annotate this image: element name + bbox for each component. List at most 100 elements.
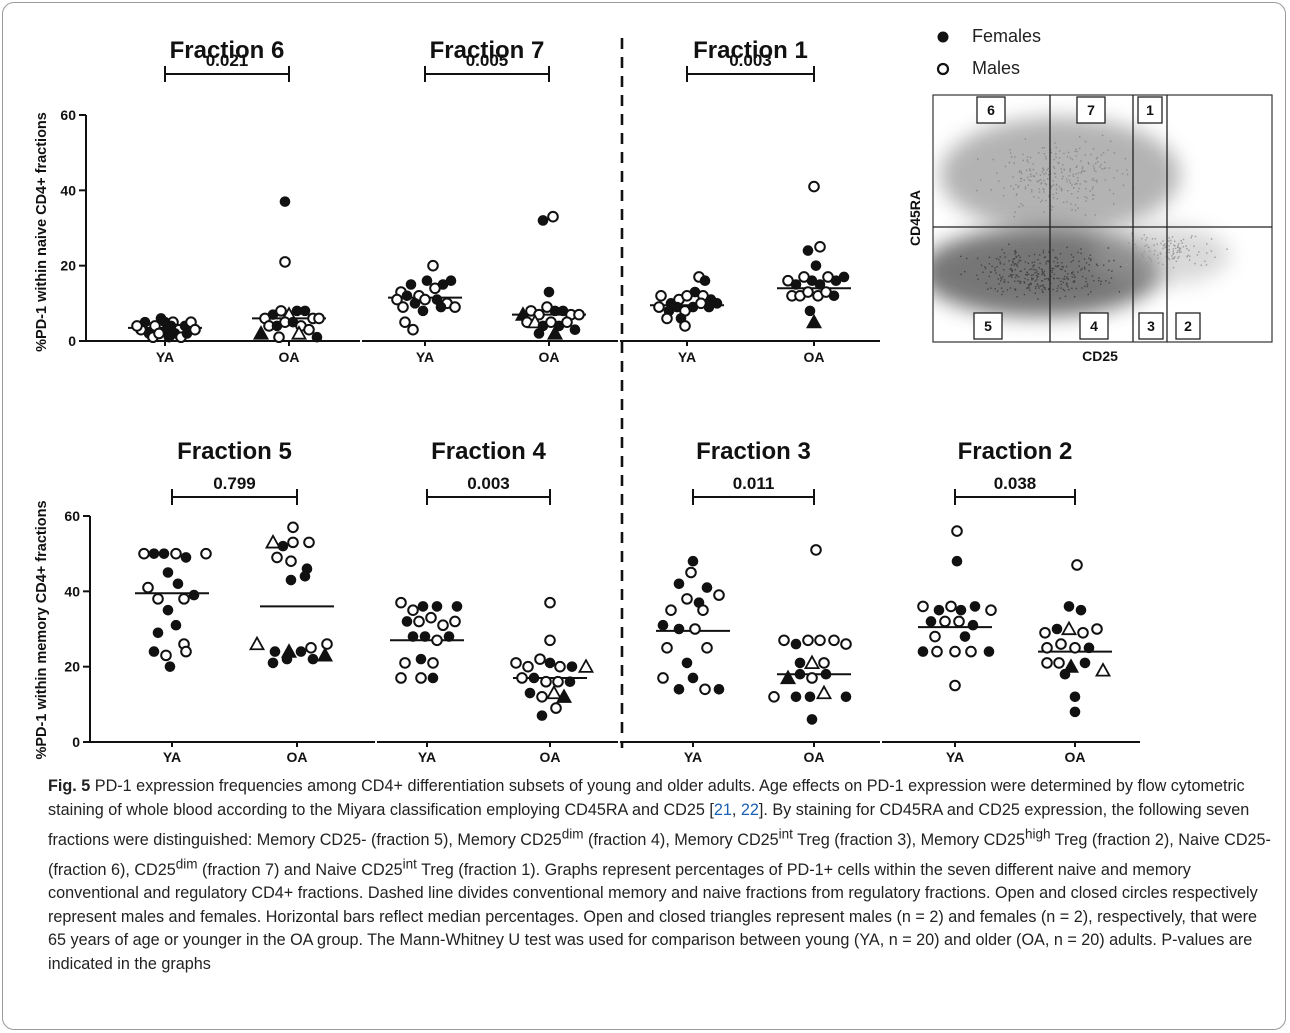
flow-event	[1012, 188, 1015, 190]
flow-density	[933, 117, 1230, 317]
flow-event	[987, 288, 989, 290]
flow-event	[1059, 150, 1061, 152]
flow-event	[1043, 211, 1045, 213]
flow-event	[1031, 277, 1033, 279]
legend-label-males: Males	[972, 58, 1020, 78]
flow-event	[1205, 264, 1208, 266]
flow-event	[1045, 183, 1048, 186]
female-point	[566, 661, 578, 672]
flow-event	[1113, 259, 1115, 262]
flow-event	[1054, 256, 1056, 259]
male-under65-triangle	[815, 684, 833, 700]
female-point	[1079, 657, 1091, 669]
flow-event	[1189, 255, 1191, 257]
flow-event	[1048, 288, 1050, 290]
gate-label-3: 3	[1147, 318, 1155, 334]
flow-event	[1051, 271, 1053, 273]
flow-event	[1168, 249, 1170, 251]
flow-event	[1031, 191, 1033, 193]
flow-event	[976, 189, 978, 192]
flow-event	[1014, 269, 1016, 271]
flow-event	[1020, 281, 1022, 283]
flow-event	[1014, 211, 1016, 213]
male-point	[1053, 657, 1065, 669]
flow-event	[1032, 163, 1034, 165]
female-point	[407, 631, 419, 642]
flow-event	[1010, 267, 1012, 270]
flow-event	[1018, 254, 1020, 257]
flow-event	[1062, 266, 1064, 268]
flow-event	[1126, 263, 1128, 265]
flow-event	[995, 272, 997, 274]
x-tick-label: YA	[684, 749, 702, 765]
flow-event	[1073, 274, 1075, 276]
flow-event	[1033, 196, 1035, 198]
flow-event	[1042, 188, 1044, 190]
flow-event	[1175, 247, 1177, 250]
flow-event	[1102, 152, 1105, 154]
flow-event	[1003, 269, 1005, 271]
flow-event	[1019, 280, 1021, 282]
flow-event	[1041, 269, 1043, 271]
x-tick-label: YA	[678, 349, 696, 365]
flow-event	[989, 271, 992, 273]
flow-event	[1172, 266, 1175, 269]
female-under65-triangle	[316, 647, 334, 662]
female-point	[790, 691, 802, 703]
flow-event	[1104, 179, 1106, 181]
flow-event	[1009, 268, 1011, 270]
male-point	[661, 642, 673, 654]
female-point	[295, 646, 307, 657]
flow-event	[1015, 263, 1017, 265]
flow-event	[1091, 188, 1094, 190]
male-under65-triangle	[264, 534, 282, 549]
flow-event	[1214, 256, 1216, 258]
p-value-label: 0.005	[466, 51, 509, 70]
group-title: Fraction 5	[177, 438, 292, 465]
flow-event	[1014, 280, 1016, 282]
female-point	[673, 578, 685, 590]
flow-event	[991, 265, 993, 267]
flow-event	[1052, 193, 1054, 196]
flow-event	[1060, 280, 1062, 283]
flow-event	[1034, 280, 1036, 282]
flow-event	[1154, 238, 1157, 240]
flow-event	[1089, 190, 1091, 192]
male-point	[279, 256, 291, 268]
flow-event	[990, 287, 992, 289]
female-point	[281, 653, 293, 665]
female-point	[828, 290, 840, 302]
flow-event	[1060, 283, 1062, 286]
male-point	[153, 327, 165, 340]
female-under65-triangle	[779, 669, 797, 685]
gate-label-7: 7	[1087, 102, 1095, 118]
female-point	[955, 604, 967, 616]
female-point	[657, 619, 669, 631]
flow-event	[992, 158, 994, 161]
flow-event	[1104, 167, 1107, 169]
flow-event	[1018, 259, 1020, 262]
flow-event	[1119, 266, 1122, 268]
flow-event	[1071, 272, 1073, 275]
flow-event	[1092, 198, 1094, 200]
female-point	[711, 298, 723, 309]
gate-box	[973, 312, 1003, 340]
flow-event	[1168, 245, 1170, 247]
female-point	[291, 305, 303, 317]
flow-event	[1094, 162, 1097, 165]
female-point	[405, 279, 417, 290]
flow-event	[1015, 276, 1017, 279]
flow-event	[1067, 190, 1069, 192]
flow-event	[994, 288, 996, 290]
flow-event	[1041, 270, 1044, 273]
flow-event	[1058, 265, 1060, 267]
female-point	[1083, 642, 1095, 654]
flow-event	[1053, 273, 1055, 276]
flow-event	[1151, 238, 1154, 240]
female-point	[806, 714, 818, 725]
legend-marker-males	[936, 62, 950, 76]
flow-event	[1080, 160, 1082, 162]
male-under65-triangle	[248, 635, 266, 651]
flow-event	[1081, 275, 1084, 278]
flow-event	[1055, 146, 1057, 149]
